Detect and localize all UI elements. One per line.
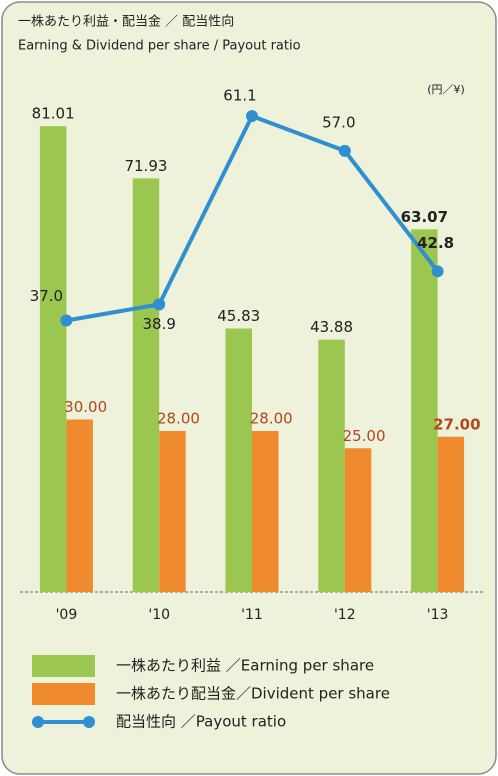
data-label: 42.8 <box>417 234 454 252</box>
chart-title: 一株あたり利益・配当金 ／ 配当性向 <box>18 14 234 30</box>
data-label: 27.00 <box>433 415 480 433</box>
bar <box>252 431 279 592</box>
line-point <box>153 298 166 311</box>
bar <box>132 178 160 592</box>
data-label: 30.00 <box>64 398 107 416</box>
x-tick-label: '10 <box>148 607 170 623</box>
unit-label: (円／¥) <box>427 83 465 96</box>
legend-swatch <box>83 716 95 728</box>
line-point <box>431 265 444 278</box>
legend-label: 一株あたり利益 ／Earning per share <box>116 657 374 675</box>
x-tick-label: '13 <box>427 607 449 623</box>
data-label: 45.83 <box>217 307 260 325</box>
data-label: 38.9 <box>142 315 175 333</box>
bar <box>39 126 67 592</box>
chart-subtitle: Earning & Dividend per share / Payout ra… <box>18 39 301 54</box>
bar <box>159 431 186 592</box>
line-point <box>246 110 258 123</box>
data-label: 61.1 <box>223 87 256 105</box>
x-tick-label: '12 <box>334 607 356 623</box>
bar <box>66 419 93 592</box>
data-label: 37.0 <box>30 287 63 305</box>
bar <box>411 229 438 592</box>
data-label: 25.00 <box>343 427 386 445</box>
legend-swatch <box>32 655 95 677</box>
bar <box>318 339 345 592</box>
x-tick-label: '09 <box>56 607 78 623</box>
bar <box>344 448 372 592</box>
data-label: 71.93 <box>124 157 167 175</box>
data-label: 81.01 <box>32 105 75 123</box>
data-label: 28.00 <box>250 410 293 428</box>
data-label: 63.07 <box>401 208 448 226</box>
bar <box>225 328 252 592</box>
x-tick-label: '11 <box>241 607 263 623</box>
legend-swatch <box>32 683 95 705</box>
legend-swatch <box>32 716 44 728</box>
line-point <box>60 314 73 327</box>
data-label: 28.00 <box>157 410 200 428</box>
data-label: 43.88 <box>310 318 353 336</box>
line-point <box>338 144 351 157</box>
legend-label: 一株あたり配当金／Divident per share <box>116 685 390 703</box>
bar <box>437 436 465 592</box>
data-label: 57.0 <box>322 113 355 131</box>
legend-label: 配当性向 ／Payout ratio <box>116 713 286 731</box>
